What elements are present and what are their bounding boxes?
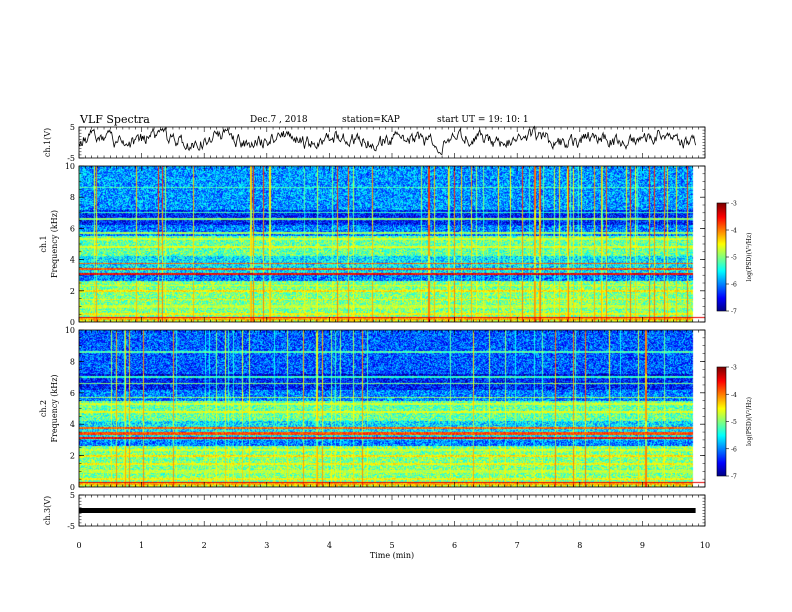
x-tick-label: 1 (139, 541, 144, 550)
ch1-spectrogram-channel-label: ch.1 (39, 235, 48, 252)
ch1-spectrogram-ytick-label: 0 (70, 318, 75, 327)
colorbar-label: log(PSD)(V²/Hz) (746, 233, 753, 282)
ch1-waveform-ytick-label: 5 (70, 123, 75, 132)
ch2-spectrogram-channel-label: ch.2 (39, 400, 48, 417)
ch2-spectrogram-image (79, 330, 705, 487)
ch2-spectrogram-colorbar (717, 367, 726, 476)
ch2-spectrogram-ylabel: Frequency (kHz) (50, 374, 59, 442)
ch2-spectrogram-ytick-label: 6 (70, 389, 75, 398)
colorbar-tick-label: -6 (731, 282, 737, 289)
date-label: Dec.7 , 2018 (250, 115, 308, 125)
x-tick-label: 7 (515, 541, 520, 550)
start-time-label: start UT = 19: 10: 1 (437, 115, 529, 125)
colorbar-label: log(PSD)(V²/Hz) (746, 397, 753, 446)
ch1-spectrogram-ytick-label: 8 (70, 193, 75, 202)
x-tick-label: 2 (202, 541, 207, 550)
station-label: station=KAP (342, 115, 400, 125)
ch1-spectrogram-ytick-label: 10 (65, 162, 75, 171)
x-tick-label: 3 (264, 541, 269, 550)
ch3-waveform-ytick-label: 5 (70, 491, 75, 500)
ch1-spectrogram-colorbar (717, 203, 726, 311)
chart-title: VLF Spectra (80, 113, 150, 126)
colorbar-tick-label: -7 (731, 309, 737, 316)
ch1-waveform-line (78, 125, 696, 156)
ch1-waveform-ytick-label: -5 (67, 154, 75, 163)
colorbar-tick-label: -4 (731, 392, 737, 399)
colorbar-tick-label: -5 (731, 419, 737, 426)
x-tick-label: 9 (640, 541, 645, 550)
colorbar-tick-label: -6 (731, 446, 737, 453)
x-tick-label: 8 (577, 541, 582, 550)
x-tick-label: 10 (700, 541, 710, 550)
ch1-spectrogram-ytick-label: 4 (70, 256, 75, 265)
ch1-waveform-ylabel: ch.1(V) (43, 128, 52, 157)
colorbar-tick-label: -5 (731, 255, 737, 262)
colorbar-tick-label: -7 (731, 474, 737, 481)
x-tick-label: 0 (76, 541, 81, 550)
colorbar-tick-label: -4 (731, 228, 737, 235)
x-tick-label: 6 (452, 541, 457, 550)
ch2-spectrogram-ytick-label: 8 (70, 357, 75, 366)
ch3-waveform-ytick-label: -5 (67, 522, 75, 531)
ch2-spectrogram-ytick-label: 0 (70, 483, 75, 492)
colorbar-tick-label: -3 (731, 365, 737, 372)
ch1-spectrogram-image (79, 166, 705, 322)
ch2-spectrogram-ytick-label: 10 (65, 326, 75, 335)
x-tick-label: 5 (389, 541, 394, 550)
ch1-spectrogram-ytick-label: 2 (70, 287, 75, 296)
ch2-spectrogram-ytick-label: 2 (70, 452, 75, 461)
x-axis-label: Time (min) (370, 551, 414, 560)
ch3-waveform-ylabel: ch.3(V) (43, 496, 52, 525)
ch1-spectrogram-ytick-label: 6 (70, 224, 75, 233)
x-tick-label: 4 (327, 541, 332, 550)
ch2-spectrogram-ytick-label: 4 (70, 420, 75, 429)
ch1-spectrogram-ylabel: Frequency (kHz) (50, 210, 59, 278)
colorbar-tick-label: -3 (731, 201, 737, 208)
